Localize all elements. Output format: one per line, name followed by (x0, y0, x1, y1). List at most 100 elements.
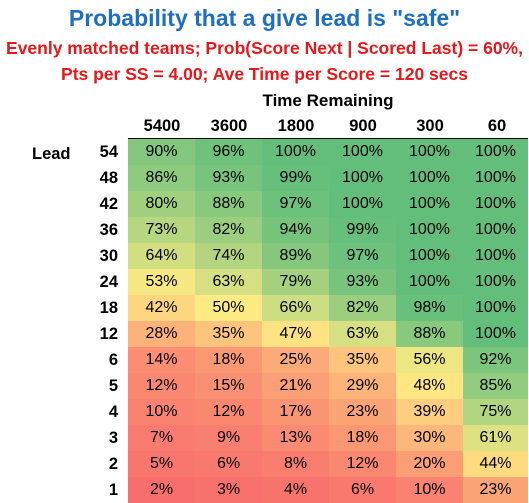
heatmap-cell: 4% (262, 477, 329, 503)
heatmap-cell: 48% (396, 373, 463, 399)
heatmap-cell: 63% (195, 269, 262, 295)
row-header: 3 (108, 429, 118, 447)
heatmap-cell: 25% (262, 347, 329, 373)
row-header: 48 (99, 169, 118, 187)
chart-title: Probability that a give lead is "safe" (68, 5, 461, 31)
heatmap-cell: 93% (195, 165, 262, 191)
heatmap-cell: 100% (329, 165, 396, 191)
heatmap-cell: 23% (463, 477, 528, 503)
chart-subtitle-line-2: Pts per SS = 4.00; Ave Time per Score = … (61, 64, 468, 84)
heatmap-cell: 13% (262, 425, 329, 451)
heatmap-cell: 6% (195, 451, 262, 477)
column-header: 900 (349, 117, 377, 135)
heatmap-cell: 100% (463, 269, 528, 295)
heatmap-cell: 85% (463, 373, 528, 399)
heatmap-cell: 29% (329, 373, 396, 399)
heatmap-cell: 82% (195, 217, 262, 243)
heatmap-cell: 100% (463, 321, 528, 347)
column-header: 300 (416, 117, 444, 135)
heatmap-cell: 97% (329, 243, 396, 269)
column-header: 5400 (143, 117, 181, 135)
heatmap-cell: 93% (329, 269, 396, 295)
heatmap-cell: 10% (396, 477, 463, 503)
heatmap-cell: 80% (128, 191, 195, 217)
heatmap-cell: 12% (195, 399, 262, 425)
heatmap-cell: 100% (396, 217, 463, 243)
heatmap-cell: 12% (128, 373, 195, 399)
heatmap-cell: 100% (396, 191, 463, 217)
row-header: 18 (99, 299, 118, 317)
heatmap-cell: 3% (195, 477, 262, 503)
x-axis-title: Time Remaining (262, 91, 394, 110)
row-header: 36 (99, 221, 118, 239)
heatmap-cell: 9% (195, 425, 262, 451)
heatmap-cell: 28% (128, 321, 195, 347)
heatmap-cell: 96% (195, 139, 262, 165)
heatmap-cell: 7% (128, 425, 195, 451)
heatmap-cell: 47% (262, 321, 329, 347)
heatmap-cell: 8% (262, 451, 329, 477)
heatmap-cell: 5% (128, 451, 195, 477)
heatmap-cell: 39% (396, 399, 463, 425)
heatmap-cell: 12% (329, 451, 396, 477)
heatmap-cell: 6% (329, 477, 396, 503)
row-header: 5 (108, 377, 118, 395)
heatmap-cell: 100% (463, 191, 528, 217)
heatmap-cell: 73% (128, 217, 195, 243)
heatmap-cell: 64% (128, 243, 195, 269)
heatmap-cell: 82% (329, 295, 396, 321)
heatmap-cell: 17% (262, 399, 329, 425)
heatmap-cell: 92% (463, 347, 528, 373)
heatmap-cell: 2% (128, 477, 195, 503)
column-header: 60 (487, 117, 507, 135)
row-header: 30 (99, 247, 118, 265)
y-axis-title: Lead (32, 145, 71, 163)
heatmap-cell: 99% (262, 165, 329, 191)
heatmap-cell: 100% (262, 139, 329, 165)
heatmap-cell: 97% (262, 191, 329, 217)
heatmap-cell: 94% (262, 217, 329, 243)
heatmap-cell: 98% (396, 295, 463, 321)
row-header: 12 (99, 325, 118, 343)
column-header: 3600 (210, 117, 248, 135)
row-header: 4 (108, 403, 118, 421)
column-header: 1800 (277, 117, 315, 135)
heatmap-cell: 75% (463, 399, 528, 425)
heatmap-cell: 42% (128, 295, 195, 321)
chart-subtitle-line-1: Evenly matched teams; Prob(Score Next | … (6, 38, 523, 58)
heatmap-cell: 100% (463, 217, 528, 243)
heatmap-cell: 10% (128, 399, 195, 425)
heatmap-cell: 88% (396, 321, 463, 347)
heatmap-cell: 100% (396, 269, 463, 295)
row-header: 2 (108, 455, 118, 473)
heatmap-cell: 100% (463, 165, 528, 191)
heatmap-cell: 21% (262, 373, 329, 399)
heatmap-cell: 100% (463, 243, 528, 269)
row-header: 6 (108, 351, 118, 369)
heatmap-cell: 18% (195, 347, 262, 373)
heatmap-cell: 100% (329, 139, 396, 165)
heatmap-cell: 100% (463, 139, 528, 165)
row-header: 1 (108, 481, 118, 499)
heatmap-cell: 50% (195, 295, 262, 321)
heatmap-cell: 66% (262, 295, 329, 321)
heatmap-cell: 74% (195, 243, 262, 269)
heatmap-cell: 100% (396, 243, 463, 269)
row-header: 24 (99, 273, 118, 291)
row-header: 42 (99, 195, 118, 213)
heatmap-cell: 61% (463, 425, 528, 451)
column-header-underline (128, 138, 528, 139)
heatmap-cell: 56% (396, 347, 463, 373)
heatmap-cell: 100% (329, 191, 396, 217)
heatmap-cell: 15% (195, 373, 262, 399)
heatmap-cell: 53% (128, 269, 195, 295)
heatmap-cell: 90% (128, 139, 195, 165)
heatmap-cell: 100% (463, 295, 528, 321)
heatmap-cell: 20% (396, 451, 463, 477)
heatmap-cell: 99% (329, 217, 396, 243)
heatmap-cell: 18% (329, 425, 396, 451)
heatmap-cell: 30% (396, 425, 463, 451)
heatmap-cell: 100% (396, 165, 463, 191)
heatmap-cell: 35% (195, 321, 262, 347)
heatmap-cell: 23% (329, 399, 396, 425)
